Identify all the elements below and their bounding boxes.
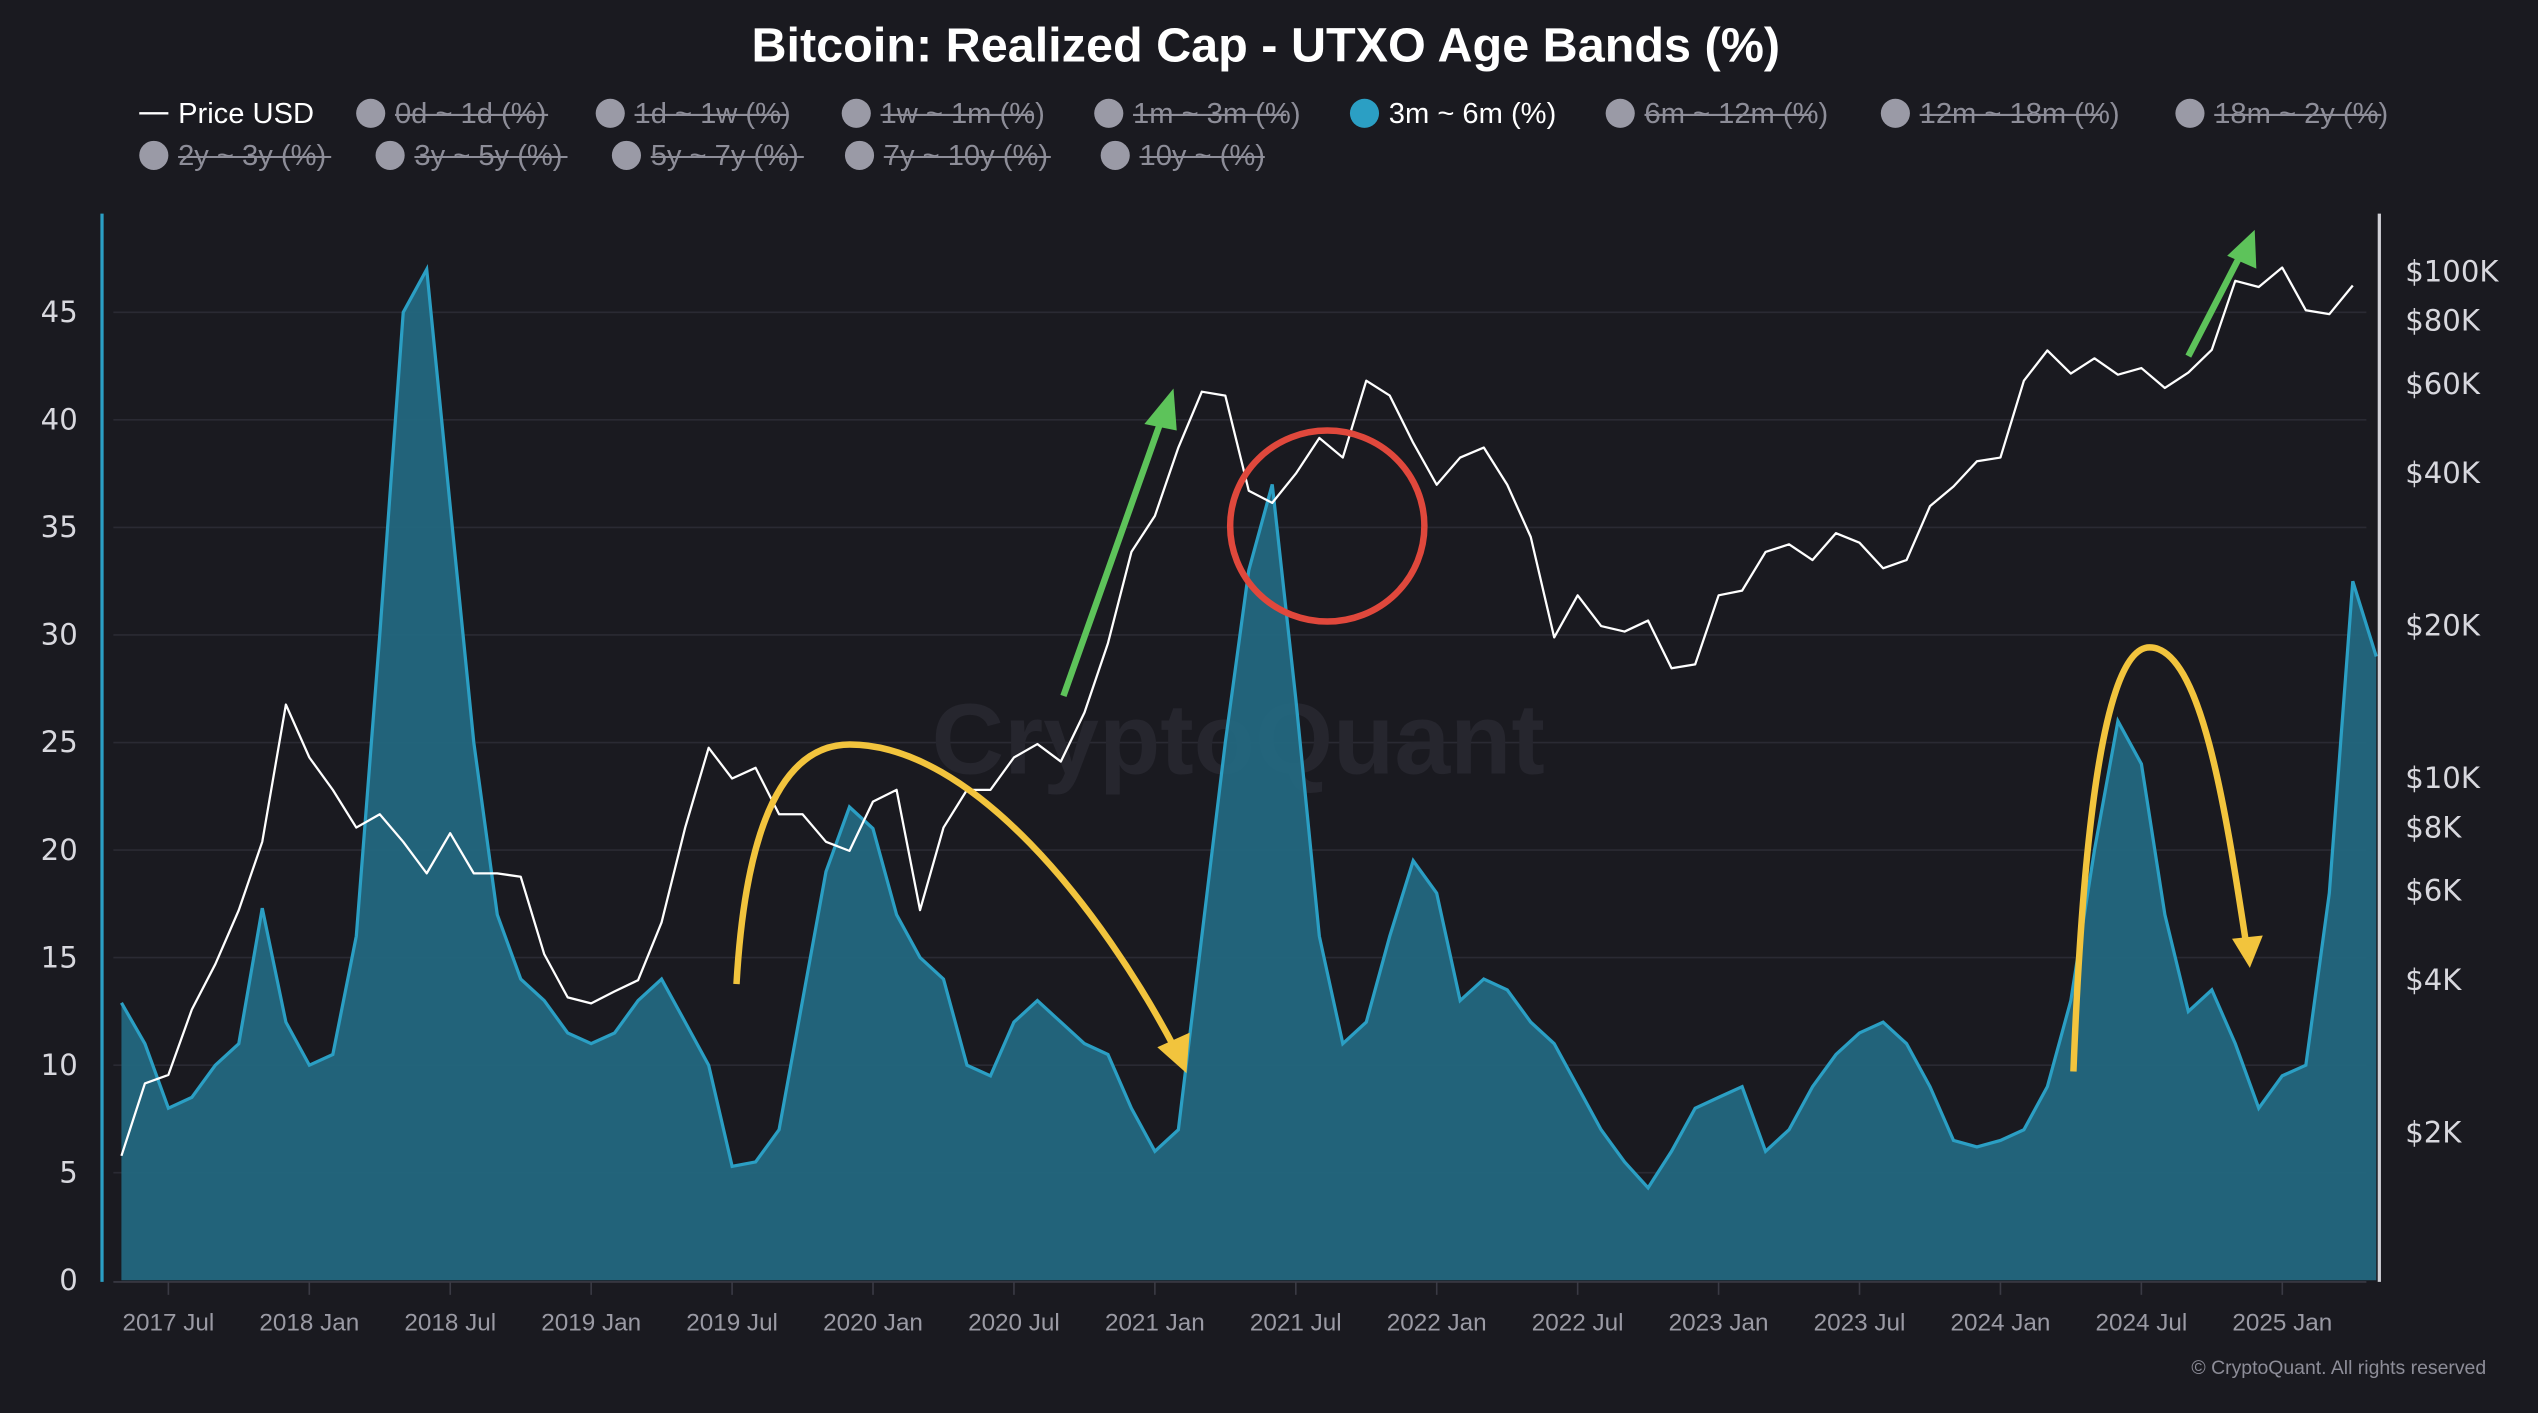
circle-swatch-icon bbox=[841, 98, 871, 128]
annotations bbox=[733, 229, 2263, 1074]
legend-item[interactable]: 7y ~ 10y (%) bbox=[844, 140, 1051, 172]
legend-item[interactable]: Price USD bbox=[139, 98, 314, 130]
axes: 0 5 10 15 20 25 30 35 40 45 $2K $4K $6K $8K $10K $20K $4… bbox=[41, 213, 2499, 1336]
legend-item[interactable]: 1w ~ 1m (%) bbox=[841, 98, 1045, 130]
green-arrow-annotation bbox=[2185, 251, 2245, 358]
x-tick: 2018 Jul bbox=[404, 1309, 496, 1336]
yellow-curve-arrow-annotation bbox=[733, 741, 1180, 1054]
price-usd-line bbox=[120, 266, 2354, 1157]
legend-item[interactable]: 10y ~ (%) bbox=[1100, 140, 1265, 172]
x-tick: 2024 Jul bbox=[2095, 1309, 2187, 1336]
legend-item[interactable]: 2y ~ 3y (%) bbox=[139, 140, 332, 172]
x-tick: 2024 Jan bbox=[1951, 1309, 2051, 1336]
y-right-tick: $40K bbox=[2405, 456, 2481, 490]
legend-item[interactable]: 1m ~ 3m (%) bbox=[1094, 98, 1301, 130]
arrowhead-icon bbox=[2232, 935, 2263, 968]
price-line bbox=[120, 266, 2354, 1157]
y-left-tick: 15 bbox=[41, 940, 78, 974]
circle-swatch-icon bbox=[844, 140, 875, 170]
legend-item[interactable]: 12m ~ 18m (%) bbox=[1880, 98, 2120, 130]
legend-label: Price USD bbox=[178, 98, 314, 130]
y-right-tick: $80K bbox=[2405, 304, 2481, 338]
y-right-tick: $10K bbox=[2405, 761, 2481, 795]
y-left-tick: 30 bbox=[41, 618, 78, 652]
x-tick: 2021 Jan bbox=[1105, 1309, 1205, 1336]
yellow-curve-arrow-annotation bbox=[2070, 644, 2250, 1072]
red-circle-annotation bbox=[1226, 427, 1428, 625]
chart-title: Bitcoin: Realized Cap - UTXO Age Bands (… bbox=[751, 19, 1780, 73]
x-tick: 2025 Jan bbox=[2232, 1309, 2332, 1336]
circle-swatch-icon bbox=[1100, 140, 1130, 170]
y-left-tick: 5 bbox=[59, 1155, 78, 1189]
x-tick: 2022 Jan bbox=[1387, 1309, 1487, 1336]
y-left-tick: 0 bbox=[59, 1263, 78, 1297]
circle-swatch-icon bbox=[375, 140, 405, 170]
x-tick: 2020 Jul bbox=[968, 1309, 1060, 1336]
y-right-tick: $2K bbox=[2405, 1115, 2462, 1149]
x-tick: 2023 Jul bbox=[1814, 1309, 1906, 1336]
y-left-tick: 25 bbox=[41, 725, 78, 759]
y-left-tick: 45 bbox=[41, 295, 78, 329]
y-left-tick: 40 bbox=[41, 403, 78, 437]
area-fill bbox=[121, 269, 2377, 1281]
circle-swatch-icon bbox=[139, 140, 169, 170]
circle-swatch-icon bbox=[1349, 98, 1380, 128]
legend-item[interactable]: 5y ~ 7y (%) bbox=[611, 140, 804, 172]
x-tick: 2021 Jul bbox=[1250, 1309, 1342, 1336]
circle-swatch-icon bbox=[2175, 98, 2205, 128]
y-right-tick: $4K bbox=[2405, 963, 2462, 997]
legend-item[interactable]: 6m ~ 12m (%) bbox=[1605, 98, 1829, 130]
legend-item[interactable]: 18m ~ 2y (%) bbox=[2175, 98, 2388, 130]
arrowhead-icon bbox=[1144, 388, 1177, 431]
y-right-tick: $6K bbox=[2405, 874, 2462, 908]
y-right-tick: $100K bbox=[2405, 255, 2499, 289]
x-tick: 2020 Jan bbox=[823, 1309, 923, 1336]
legend-item[interactable]: 3y ~ 5y (%) bbox=[375, 140, 568, 172]
x-tick: 2019 Jul bbox=[686, 1309, 778, 1336]
circle-swatch-icon bbox=[595, 98, 625, 128]
x-tick: 2019 Jan bbox=[541, 1309, 641, 1336]
circle-swatch-icon bbox=[611, 140, 641, 170]
legend: Price USD 0d ~ 1d (%) 1d ~ 1w (%) 1w ~ 1m (… bbox=[139, 98, 2388, 172]
area-outline bbox=[120, 263, 2378, 1191]
circle-swatch-icon bbox=[1094, 98, 1124, 128]
legend-item[interactable]: 0d ~ 1d (%) bbox=[356, 98, 549, 130]
legend-label: 3m ~ 6m (%) bbox=[1389, 98, 1557, 130]
y-left-tick: 20 bbox=[41, 833, 78, 867]
legend-item[interactable]: 3m ~ 6m (%) bbox=[1349, 98, 1557, 130]
circle-swatch-icon bbox=[1880, 98, 1910, 128]
x-tick: 2018 Jan bbox=[259, 1309, 359, 1336]
legend-item[interactable]: 1d ~ 1w (%) bbox=[595, 98, 791, 130]
y-right-tick: $8K bbox=[2405, 810, 2462, 844]
area-series-3m-6m bbox=[120, 263, 2378, 1281]
x-tick: 2022 Jul bbox=[1532, 1309, 1624, 1336]
x-tick: 2023 Jan bbox=[1669, 1309, 1769, 1336]
green-arrow-annotation bbox=[1060, 416, 1166, 698]
copyright: © CryptoQuant. All rights reserved bbox=[2191, 1357, 2486, 1379]
circle-swatch-icon bbox=[356, 98, 386, 128]
y-right-tick: $20K bbox=[2405, 609, 2481, 643]
y-left-tick: 35 bbox=[41, 510, 78, 544]
y-right-tick: $60K bbox=[2405, 367, 2481, 401]
arrowhead-icon bbox=[2227, 229, 2257, 269]
x-tick: 2017 Jul bbox=[123, 1309, 215, 1336]
circle-swatch-icon bbox=[1605, 98, 1635, 128]
arrowhead-icon bbox=[1157, 1032, 1190, 1074]
y-left-tick: 10 bbox=[41, 1048, 78, 1082]
